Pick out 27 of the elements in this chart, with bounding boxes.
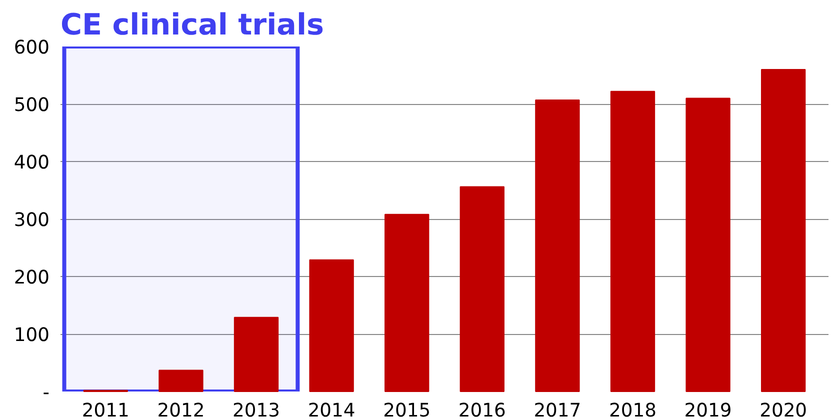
bar [460,186,504,392]
x-tick-label: 2018 [608,400,656,419]
chart-title: CE clinical trials [60,8,324,42]
bar [309,259,354,392]
bar [234,316,279,392]
y-tick-label: 400 [14,152,50,174]
x-tick-label: 2017 [534,400,582,419]
bar [760,69,806,392]
y-tick-label: 300 [14,210,50,231]
x-tick-label: 2014 [308,400,356,419]
x-tick-label: 2013 [232,400,280,419]
bar [535,99,580,392]
y-tick-label: 500 [14,95,50,116]
x-tick-label: 2015 [383,400,431,419]
y-tick-label: - [42,382,50,404]
bar [686,98,730,392]
x-tick-label: 2020 [760,400,808,419]
x-tick-label: 2016 [458,400,506,419]
y-tick-label: 600 [14,38,50,58]
y-tick-label: 200 [14,268,50,288]
y-tick-label: 100 [14,325,50,346]
bar [158,370,204,392]
x-tick-label: 2019 [684,400,732,419]
bar [384,214,430,392]
x-tick-label: 2012 [157,400,205,419]
bar [610,90,656,392]
x-tick-label: 2011 [82,400,130,419]
